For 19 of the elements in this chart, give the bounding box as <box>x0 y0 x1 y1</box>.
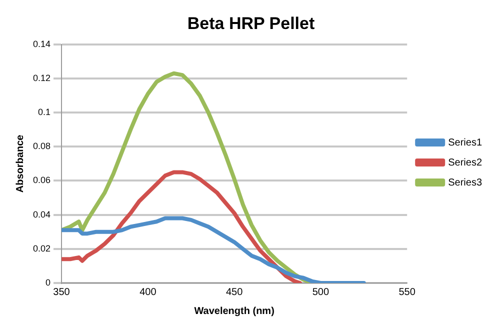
legend-label: Series3 <box>448 177 482 188</box>
x-tick-label: 550 <box>398 286 416 298</box>
y-tick-label: 0 <box>46 277 51 288</box>
chart-title: Beta HRP Pellet <box>187 14 315 33</box>
y-tick-label: 0.02 <box>32 243 51 254</box>
x-tick-label: 400 <box>140 286 157 298</box>
y-tick-label: 0.1 <box>38 107 51 118</box>
y-axis-title: Absorbance <box>14 134 26 193</box>
y-tick-label: 0.08 <box>32 141 51 152</box>
y-tick-label: 0.14 <box>32 38 51 49</box>
legend-label: Series1 <box>448 137 482 148</box>
x-axis-title: Wavelength (nm) <box>194 306 274 317</box>
y-tick-label: 0.06 <box>32 175 51 186</box>
x-tick-label: 350 <box>53 286 70 298</box>
y-tick-label: 0.04 <box>32 209 51 220</box>
x-tick-label: 500 <box>312 286 330 298</box>
y-tick-label: 0.12 <box>32 72 51 83</box>
legend-label: Series2 <box>448 157 482 168</box>
x-tick-label: 450 <box>226 286 244 298</box>
